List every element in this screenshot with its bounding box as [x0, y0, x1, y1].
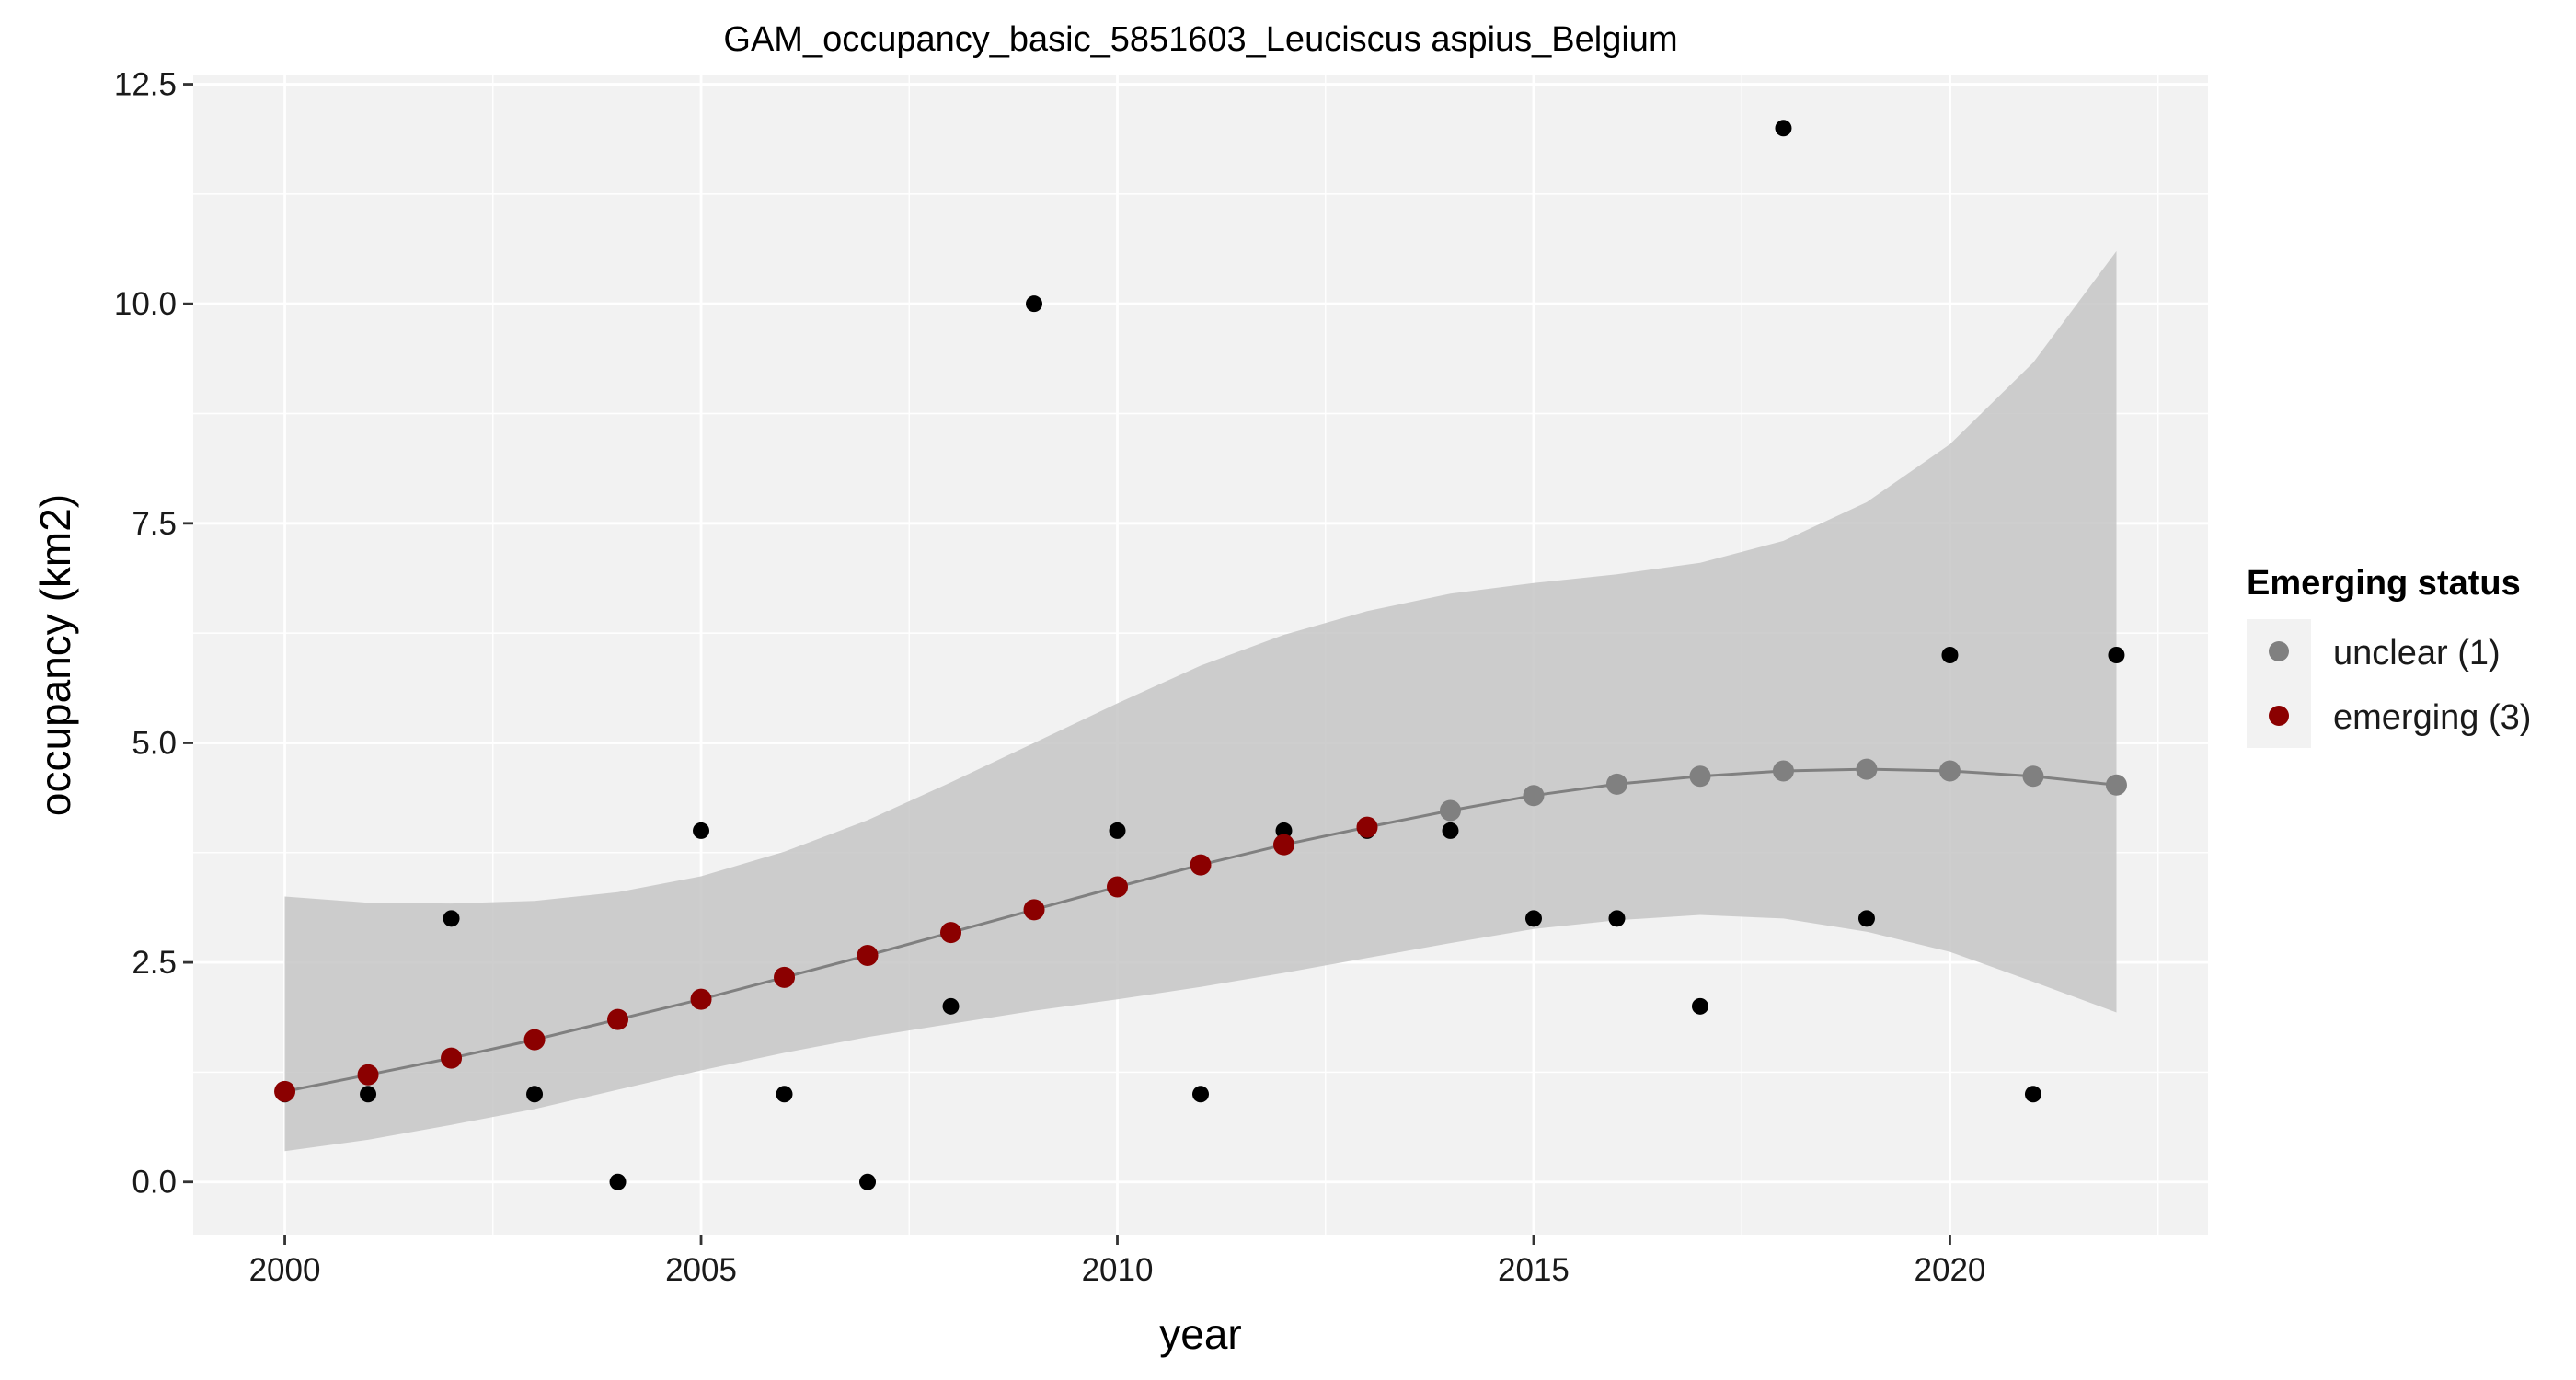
- legend-label-unclear: unclear (1): [2333, 634, 2501, 673]
- legend-marker-unclear: [2269, 641, 2289, 661]
- fit-point-unclear: [2105, 774, 2127, 796]
- confidence-ribbon-layer: [284, 250, 2117, 1152]
- fit-point-emerging: [857, 944, 879, 966]
- legend: Emerging status unclear (1) emerging (3): [2247, 564, 2531, 748]
- x-tick-label: 2010: [1082, 1252, 1154, 1288]
- observed-point: [526, 1086, 544, 1103]
- observed-point: [776, 1086, 793, 1103]
- fit-point-unclear: [1689, 765, 1711, 788]
- observed-point: [1192, 1086, 1209, 1103]
- observed-point: [1524, 910, 1542, 927]
- fit-point-unclear: [2022, 765, 2044, 788]
- fit-point-emerging: [441, 1047, 463, 1069]
- observed-points-layer: [276, 120, 2125, 1190]
- observed-point: [360, 1086, 377, 1103]
- observed-point: [859, 1173, 877, 1190]
- fit-point-emerging: [1356, 816, 1378, 838]
- x-tick-label: 2000: [249, 1252, 321, 1288]
- observed-point: [1275, 822, 1293, 839]
- observed-point: [2024, 1086, 2041, 1103]
- confidence-ribbon: [284, 250, 2117, 1152]
- x-tick-label: 2015: [1498, 1252, 1570, 1288]
- observed-point: [2108, 647, 2125, 663]
- y-tick-label: 10.0: [114, 286, 177, 322]
- x-axis-title: year: [1159, 1310, 1241, 1358]
- legend-title: Emerging status: [2247, 564, 2521, 603]
- fit-point-emerging: [774, 966, 796, 988]
- observed-point: [1775, 120, 1792, 137]
- y-tick-label: 0.0: [132, 1165, 177, 1201]
- observed-point: [1026, 295, 1043, 313]
- y-tick-label: 12.5: [114, 67, 177, 103]
- fit-point-unclear: [1605, 773, 1627, 795]
- fit-point-unclear: [1772, 760, 1794, 782]
- observed-point: [609, 1173, 627, 1190]
- observed-point: [1109, 822, 1126, 839]
- fit-point-unclear: [1938, 760, 1961, 782]
- fit-point-unclear: [1439, 799, 1461, 822]
- fit-point-emerging: [1272, 834, 1294, 856]
- y-tick-label: 7.5: [132, 506, 177, 542]
- observed-point: [1941, 647, 1959, 663]
- fit-point-emerging: [1023, 899, 1045, 921]
- fit-point-emerging: [274, 1080, 296, 1102]
- fit-point-emerging: [357, 1064, 379, 1086]
- observed-point: [693, 822, 710, 839]
- chart-title: GAM_occupancy_basic_5851603_Leuciscus as…: [723, 20, 1677, 59]
- y-tick-label: 2.5: [132, 945, 177, 981]
- fit-point-unclear: [1523, 785, 1545, 807]
- fit-points-layer: [274, 758, 2127, 1102]
- y-tick-label: 5.0: [132, 725, 177, 761]
- x-axis: 2000 2005 2010 2015 2020: [249, 1235, 1986, 1288]
- observed-point: [1442, 822, 1459, 839]
- fit-point-emerging: [940, 922, 962, 944]
- fit-point-emerging: [1190, 854, 1212, 876]
- fit-point-unclear: [1856, 758, 1878, 780]
- observed-point: [443, 910, 460, 927]
- legend-label-emerging: emerging (3): [2333, 698, 2531, 737]
- observed-point: [942, 997, 960, 1015]
- observed-point: [1608, 910, 1626, 927]
- fit-point-emerging: [607, 1008, 629, 1030]
- legend-marker-emerging: [2269, 706, 2289, 726]
- y-axis: 0.0 2.5 5.0 7.5 10.0 12.5: [114, 67, 193, 1201]
- x-tick-label: 2020: [1915, 1252, 1986, 1288]
- fit-point-emerging: [690, 988, 712, 1010]
- observed-point: [1691, 997, 1708, 1015]
- fit-point-emerging: [523, 1029, 546, 1051]
- fit-point-emerging: [1107, 876, 1129, 898]
- observed-point: [1857, 910, 1875, 927]
- x-tick-label: 2005: [665, 1252, 737, 1288]
- y-axis-title: occupancy (km2): [31, 494, 79, 816]
